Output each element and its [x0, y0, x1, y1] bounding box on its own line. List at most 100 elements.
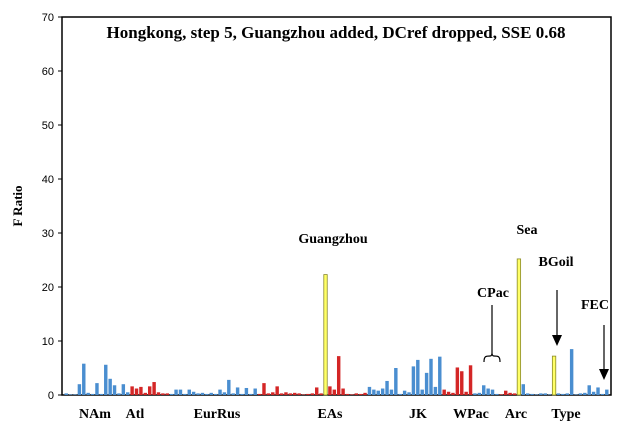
- bar: [319, 393, 323, 395]
- bar: [543, 393, 547, 395]
- bar: [126, 392, 130, 395]
- bar: [253, 388, 257, 395]
- bar: [284, 392, 288, 395]
- bar: [516, 258, 522, 396]
- group-label: JK: [409, 407, 427, 422]
- y-tick-label: 20: [42, 282, 54, 294]
- bar: [222, 392, 227, 395]
- annotation-label: FEC: [581, 298, 609, 313]
- annotations: Guangzhou Sea BGoil CPac FEC: [298, 223, 609, 380]
- bar: [310, 393, 315, 395]
- bar: [358, 393, 363, 395]
- bar: [380, 388, 385, 395]
- bar: [525, 393, 530, 395]
- bar: [196, 393, 200, 395]
- bar: [200, 392, 205, 395]
- bar: [169, 393, 174, 395]
- cpac-bracket: [483, 352, 501, 363]
- bar: [495, 393, 499, 395]
- bar: [235, 387, 240, 395]
- bar: [398, 393, 402, 395]
- bar: [191, 391, 196, 395]
- bar: [86, 392, 90, 395]
- bar: [578, 393, 583, 395]
- bar: [315, 387, 319, 395]
- bar: [231, 393, 235, 395]
- bar: [482, 385, 486, 395]
- bar: [534, 394, 539, 395]
- annotation-label: CPac: [477, 286, 509, 301]
- plot-frame: [61, 16, 612, 396]
- bar: [95, 383, 99, 395]
- bar: [279, 393, 284, 395]
- bar: [569, 349, 574, 395]
- bar: [218, 389, 222, 395]
- bar: [587, 385, 591, 395]
- bar: [213, 393, 218, 395]
- group-label: NAm: [79, 407, 111, 422]
- bar: [464, 391, 468, 395]
- bar: [389, 389, 394, 395]
- x-group-labels: NAm Atl EurRus EAs JK WPac Arc Type: [79, 407, 581, 422]
- bar: [68, 394, 73, 395]
- bar: [209, 392, 213, 395]
- bgoil-arrow-head: [552, 335, 562, 346]
- bar: [183, 393, 187, 395]
- bar: [134, 388, 139, 395]
- bar: [411, 366, 416, 395]
- bar: [363, 392, 367, 395]
- bar: [354, 393, 358, 395]
- bar: [147, 386, 152, 395]
- bar: [433, 386, 438, 395]
- bar: [64, 393, 68, 395]
- group-label: WPac: [453, 407, 489, 422]
- bar: [600, 393, 605, 395]
- bar: [429, 358, 433, 395]
- bar: [345, 393, 350, 395]
- bar: [262, 383, 266, 395]
- bar: [297, 393, 301, 395]
- bar: [271, 392, 275, 395]
- bar: [275, 386, 279, 395]
- bar: [130, 386, 134, 395]
- bar: [446, 391, 451, 395]
- bar: [468, 365, 473, 395]
- bar: [477, 392, 482, 395]
- bar: [121, 384, 126, 395]
- bar: [139, 386, 143, 395]
- bar: [323, 274, 328, 396]
- bar: [508, 392, 512, 395]
- bar: [288, 393, 293, 395]
- y-tick-label: 10: [42, 336, 54, 348]
- bar: [424, 372, 429, 395]
- bar: [82, 363, 86, 395]
- bar: [161, 393, 165, 395]
- bar: [328, 386, 332, 395]
- bar: [174, 389, 178, 395]
- chart-title: Hongkong, step 5, Guangzhou added, DCref…: [107, 23, 566, 42]
- bar: [266, 393, 271, 395]
- group-label: Atl: [126, 407, 145, 422]
- group-label: Type: [551, 407, 580, 422]
- bar: [90, 393, 95, 395]
- bar: [565, 393, 569, 395]
- bar: [438, 356, 442, 395]
- bar: [442, 389, 446, 395]
- bar: [306, 393, 310, 395]
- bar: [402, 390, 407, 395]
- bar: [561, 393, 565, 395]
- bar: [583, 392, 587, 395]
- bar: [605, 389, 609, 395]
- annotation-label: Guangzhou: [298, 232, 367, 247]
- bar: [178, 389, 183, 395]
- bar: [539, 393, 543, 395]
- bar: [490, 389, 495, 395]
- group-label: EurRus: [194, 407, 241, 422]
- bar: [551, 355, 557, 396]
- y-tick-label: 40: [42, 174, 54, 186]
- bar: [372, 389, 376, 395]
- bar: [473, 393, 477, 395]
- bar: [499, 394, 504, 395]
- bar: [394, 368, 398, 395]
